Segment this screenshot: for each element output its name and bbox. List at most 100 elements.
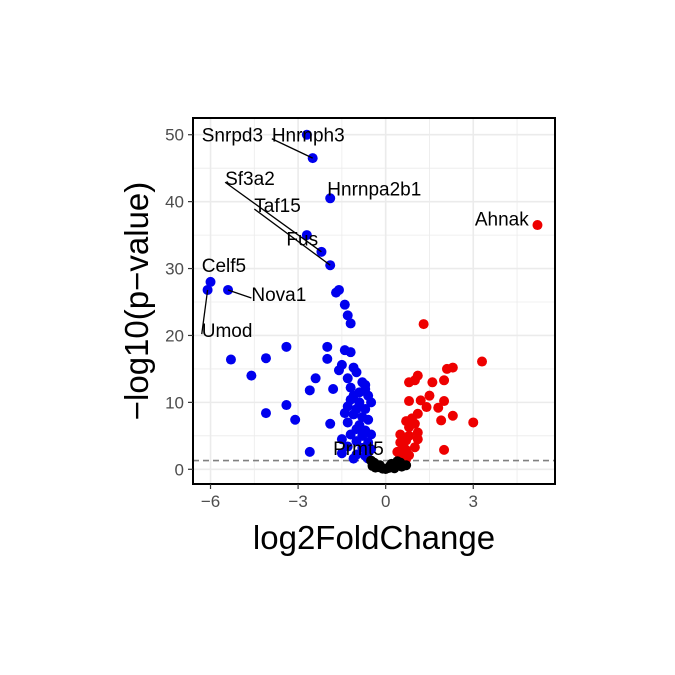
y-axis-title: −log10(p−value) [118,182,155,421]
x-axis-ticks: −6 −3 0 3 [201,484,478,511]
data-point-up [421,402,432,413]
gene-label: Prmt5 [333,439,384,460]
data-point-up [468,417,479,428]
y-axis-ticks: 0 10 20 30 40 50 [165,126,193,479]
gene-labels: Snrpd3 Hnrnph3 Sf3a2 Hnrnpa2b1 Taf15 Fus Ahnak… [201,126,529,460]
y-tick-label: 0 [175,460,184,479]
gene-label: Nova1 [251,285,306,306]
data-point-down [366,397,377,408]
data-point-down [301,129,312,140]
plot-background [193,118,555,484]
data-point-down [333,365,344,376]
data-point-up [398,444,409,455]
data-point-up [532,220,543,231]
data-point-down [310,373,321,384]
data-point-down [342,310,353,321]
data-point-down [339,408,350,419]
label-connector [271,138,313,159]
gene-label: Hnrnph3 [272,126,345,147]
data-point-down [325,418,336,429]
data-point-down [348,409,359,420]
y-tick-label: 10 [165,393,184,412]
label-connector [227,289,252,299]
data-point-up [441,363,452,374]
data-point-down [357,442,368,453]
plot-border [192,117,556,485]
data-point-down [360,383,371,394]
data-point-down [322,341,333,352]
data-point-down [345,347,356,358]
data-point-up [404,377,415,388]
data-point-up [439,396,450,407]
data-point-up [409,442,420,453]
data-point-down [342,373,353,384]
data-point-down [360,404,371,415]
gene-label: Umod [202,321,253,342]
data-point-down [281,341,292,352]
data-point-down [366,444,377,455]
data-point-up [439,375,450,386]
data-point-down [342,441,353,452]
y-tick-label: 20 [165,326,184,345]
data-point-down [225,354,236,365]
data-point-down [281,400,292,411]
data-point-up [418,319,429,330]
x-axis-title: log2FoldChange [253,519,495,556]
data-point-up [477,356,488,367]
data-point-down [325,193,336,204]
data-point-ns [401,460,412,471]
data-point-down [260,408,271,419]
data-point-down [322,353,333,364]
data-points [202,129,543,474]
data-point-up [439,444,450,455]
data-point-down [345,318,356,329]
data-point-ns [385,460,396,471]
data-point-up [427,377,438,388]
gene-label: Fus [286,229,318,250]
gene-label: Sf3a2 [225,169,275,190]
data-point-down [331,287,342,298]
gene-label: Ahnak [475,209,529,230]
data-point-down [345,429,356,440]
gene-label: Snrpd3 [202,126,263,147]
data-point-down [366,429,377,440]
data-point-down [336,434,347,445]
data-point-ns [367,460,378,471]
data-point-up [404,422,415,433]
data-point-up [415,395,426,406]
data-point-down [363,414,374,425]
y-tick-label: 30 [165,260,184,279]
data-point-down [351,436,362,447]
x-tick-label: 0 [381,492,390,511]
data-point-down [205,276,216,287]
data-point-down [304,385,315,396]
data-point-down [246,370,257,381]
x-tick-label: 3 [469,492,478,511]
data-point-down [328,383,339,394]
data-point-down [260,353,271,364]
data-point-down [301,230,312,241]
data-point-up [412,434,423,445]
gene-label: Taf15 [254,196,300,217]
data-point-down [348,453,359,464]
data-point-down [339,299,350,310]
data-point-down [345,382,356,393]
gene-label: Celf5 [202,256,246,277]
data-point-down [304,446,315,457]
data-point-down [336,448,347,459]
data-point-up [424,390,435,401]
data-point-down [290,414,301,425]
data-point-up [447,410,458,421]
data-point-up [436,415,447,426]
label-connector [224,181,322,253]
label-connector [201,289,209,335]
x-tick-label: −3 [288,492,307,511]
data-point-down [351,367,362,378]
label-connector [253,208,331,266]
x-tick-label: −6 [201,492,220,511]
data-point-up [404,396,415,407]
data-point-down [342,417,353,428]
y-tick-label: 40 [165,193,184,212]
data-point-up [433,402,444,413]
